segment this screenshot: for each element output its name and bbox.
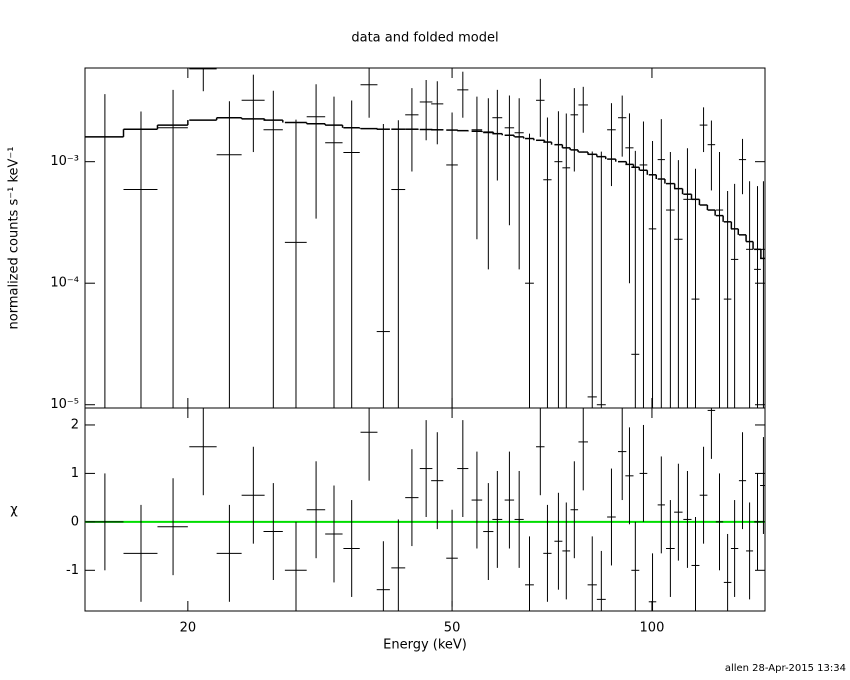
y-tick-label: 1 [71, 466, 79, 481]
y-tick-label: -1 [66, 563, 79, 578]
x-tick-label: 100 [640, 621, 665, 636]
x-tick-label: 20 [180, 621, 197, 636]
y-axis-label: χ [10, 503, 18, 518]
y-tick-label: 10⁻⁵ [50, 397, 79, 412]
bottom-frame [84, 407, 766, 612]
y-tick-label: 0 [71, 514, 79, 529]
x-axis-label: Energy (keV) [383, 638, 467, 653]
y-axis-label: normalized counts s⁻¹ keV⁻¹ [7, 147, 22, 330]
y-tick-label: 10⁻⁴ [50, 276, 79, 291]
y-tick-label: 10⁻³ [50, 154, 79, 169]
footer: allen 28-Apr-2015 13:34 [725, 663, 846, 674]
plot-area [85, 408, 765, 611]
plot-area [85, 68, 765, 408]
x-tick-label: 50 [444, 621, 461, 636]
y-tick-label: 2 [71, 417, 79, 432]
top-frame [84, 67, 766, 409]
chart-title: data and folded model [351, 31, 498, 46]
